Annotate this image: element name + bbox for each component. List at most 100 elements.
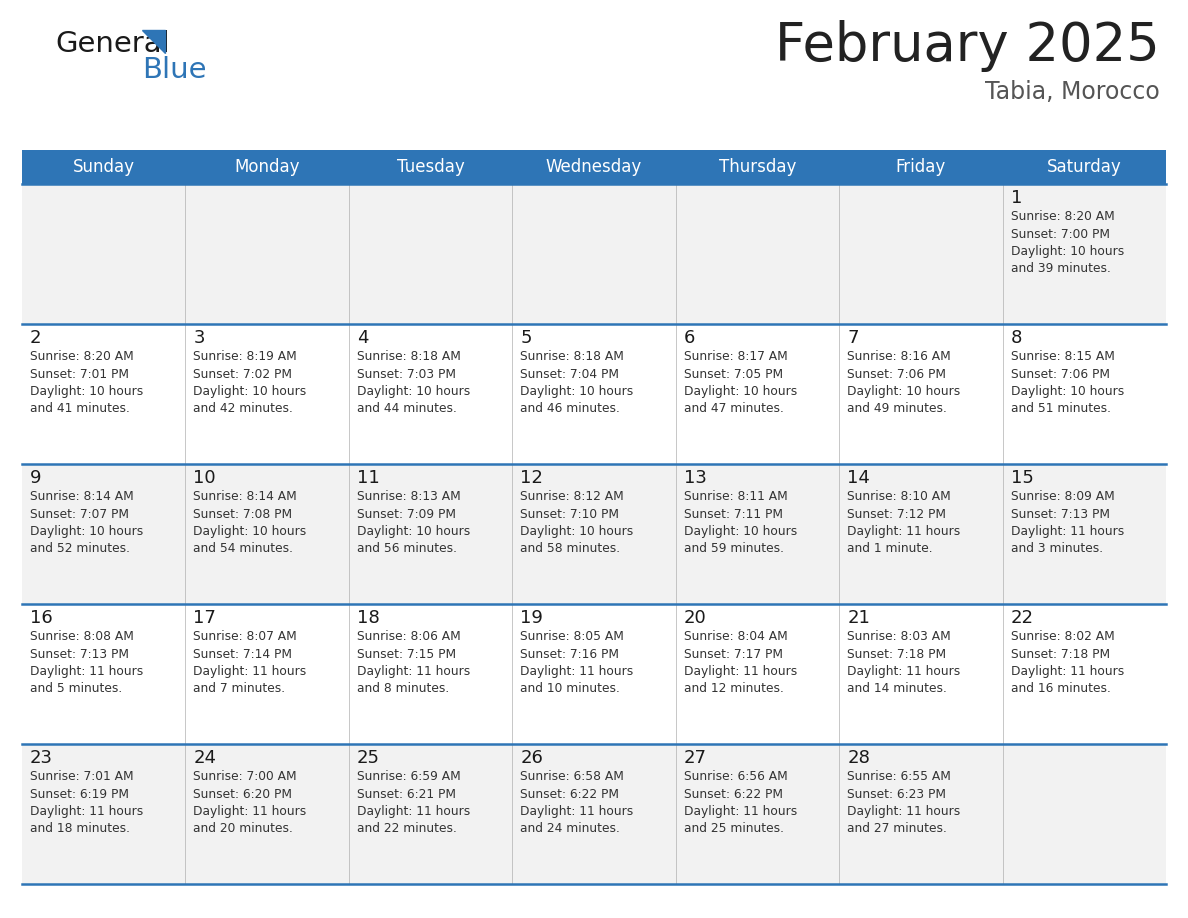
Text: February 2025: February 2025 bbox=[776, 20, 1159, 72]
Text: 15: 15 bbox=[1011, 469, 1034, 487]
Text: Sunrise: 8:04 AM: Sunrise: 8:04 AM bbox=[684, 630, 788, 643]
Text: and 42 minutes.: and 42 minutes. bbox=[194, 402, 293, 416]
Text: Daylight: 11 hours: Daylight: 11 hours bbox=[847, 525, 960, 538]
Text: and 5 minutes.: and 5 minutes. bbox=[30, 682, 122, 696]
Bar bbox=[23, 324, 1165, 464]
Text: and 18 minutes.: and 18 minutes. bbox=[30, 823, 129, 835]
Text: and 1 minute.: and 1 minute. bbox=[847, 543, 933, 555]
Text: Friday: Friday bbox=[896, 158, 946, 176]
Text: 3: 3 bbox=[194, 329, 204, 347]
Text: Daylight: 10 hours: Daylight: 10 hours bbox=[30, 385, 144, 398]
Text: Sunset: 6:22 PM: Sunset: 6:22 PM bbox=[684, 788, 783, 800]
Text: Daylight: 11 hours: Daylight: 11 hours bbox=[30, 805, 144, 818]
Text: Sunrise: 8:18 AM: Sunrise: 8:18 AM bbox=[356, 350, 461, 363]
Text: and 56 minutes.: and 56 minutes. bbox=[356, 543, 457, 555]
Text: Sunrise: 8:14 AM: Sunrise: 8:14 AM bbox=[194, 490, 297, 503]
Text: Daylight: 10 hours: Daylight: 10 hours bbox=[1011, 385, 1124, 398]
Text: 16: 16 bbox=[30, 609, 52, 627]
Text: Daylight: 11 hours: Daylight: 11 hours bbox=[194, 805, 307, 818]
Text: Sunset: 7:06 PM: Sunset: 7:06 PM bbox=[847, 367, 946, 380]
Bar bbox=[23, 150, 1165, 184]
Text: and 49 minutes.: and 49 minutes. bbox=[847, 402, 947, 416]
Text: 24: 24 bbox=[194, 749, 216, 767]
Text: Sunset: 7:18 PM: Sunset: 7:18 PM bbox=[847, 647, 947, 660]
Text: Sunset: 7:10 PM: Sunset: 7:10 PM bbox=[520, 508, 619, 521]
Text: 8: 8 bbox=[1011, 329, 1022, 347]
Text: Sunset: 7:03 PM: Sunset: 7:03 PM bbox=[356, 367, 456, 380]
Text: Daylight: 10 hours: Daylight: 10 hours bbox=[847, 385, 960, 398]
Text: Sunrise: 8:15 AM: Sunrise: 8:15 AM bbox=[1011, 350, 1114, 363]
Text: 4: 4 bbox=[356, 329, 368, 347]
Text: Sunrise: 7:01 AM: Sunrise: 7:01 AM bbox=[30, 770, 133, 783]
Text: Sunset: 6:19 PM: Sunset: 6:19 PM bbox=[30, 788, 129, 800]
Text: 20: 20 bbox=[684, 609, 707, 627]
Text: Daylight: 10 hours: Daylight: 10 hours bbox=[1011, 245, 1124, 258]
Text: 27: 27 bbox=[684, 749, 707, 767]
Text: Sunset: 6:22 PM: Sunset: 6:22 PM bbox=[520, 788, 619, 800]
Text: Sunrise: 8:10 AM: Sunrise: 8:10 AM bbox=[847, 490, 950, 503]
Text: 9: 9 bbox=[30, 469, 42, 487]
Text: 13: 13 bbox=[684, 469, 707, 487]
Text: Sunset: 6:20 PM: Sunset: 6:20 PM bbox=[194, 788, 292, 800]
Text: 18: 18 bbox=[356, 609, 380, 627]
Text: and 59 minutes.: and 59 minutes. bbox=[684, 543, 784, 555]
Text: Sunrise: 8:20 AM: Sunrise: 8:20 AM bbox=[30, 350, 134, 363]
Text: Sunrise: 8:17 AM: Sunrise: 8:17 AM bbox=[684, 350, 788, 363]
Text: Sunset: 7:11 PM: Sunset: 7:11 PM bbox=[684, 508, 783, 521]
Text: 12: 12 bbox=[520, 469, 543, 487]
Text: Sunrise: 8:05 AM: Sunrise: 8:05 AM bbox=[520, 630, 624, 643]
Text: and 47 minutes.: and 47 minutes. bbox=[684, 402, 784, 416]
Text: Sunrise: 8:02 AM: Sunrise: 8:02 AM bbox=[1011, 630, 1114, 643]
Bar bbox=[23, 464, 1165, 604]
Text: Sunrise: 8:08 AM: Sunrise: 8:08 AM bbox=[30, 630, 134, 643]
Text: Sunrise: 8:11 AM: Sunrise: 8:11 AM bbox=[684, 490, 788, 503]
Text: 23: 23 bbox=[30, 749, 53, 767]
Text: Daylight: 11 hours: Daylight: 11 hours bbox=[684, 805, 797, 818]
Text: Daylight: 10 hours: Daylight: 10 hours bbox=[30, 525, 144, 538]
Text: and 22 minutes.: and 22 minutes. bbox=[356, 823, 456, 835]
Text: 7: 7 bbox=[847, 329, 859, 347]
Text: Sunrise: 6:56 AM: Sunrise: 6:56 AM bbox=[684, 770, 788, 783]
Text: Sunrise: 6:58 AM: Sunrise: 6:58 AM bbox=[520, 770, 624, 783]
Text: Sunrise: 8:07 AM: Sunrise: 8:07 AM bbox=[194, 630, 297, 643]
Text: Daylight: 11 hours: Daylight: 11 hours bbox=[847, 805, 960, 818]
Text: Sunrise: 7:00 AM: Sunrise: 7:00 AM bbox=[194, 770, 297, 783]
Text: Sunset: 7:00 PM: Sunset: 7:00 PM bbox=[1011, 228, 1110, 241]
Text: Daylight: 10 hours: Daylight: 10 hours bbox=[684, 385, 797, 398]
Text: Daylight: 11 hours: Daylight: 11 hours bbox=[520, 805, 633, 818]
Text: 21: 21 bbox=[847, 609, 870, 627]
Text: Daylight: 11 hours: Daylight: 11 hours bbox=[194, 665, 307, 678]
Text: Sunset: 7:16 PM: Sunset: 7:16 PM bbox=[520, 647, 619, 660]
Text: and 7 minutes.: and 7 minutes. bbox=[194, 682, 285, 696]
Text: and 46 minutes.: and 46 minutes. bbox=[520, 402, 620, 416]
Text: Sunrise: 8:14 AM: Sunrise: 8:14 AM bbox=[30, 490, 134, 503]
Text: Sunrise: 6:55 AM: Sunrise: 6:55 AM bbox=[847, 770, 952, 783]
Text: 14: 14 bbox=[847, 469, 870, 487]
Text: Sunset: 7:02 PM: Sunset: 7:02 PM bbox=[194, 367, 292, 380]
Text: Daylight: 11 hours: Daylight: 11 hours bbox=[1011, 665, 1124, 678]
Text: 5: 5 bbox=[520, 329, 532, 347]
Text: and 27 minutes.: and 27 minutes. bbox=[847, 823, 947, 835]
Polygon shape bbox=[143, 30, 165, 53]
Text: Sunset: 7:09 PM: Sunset: 7:09 PM bbox=[356, 508, 456, 521]
Text: and 54 minutes.: and 54 minutes. bbox=[194, 543, 293, 555]
Text: and 58 minutes.: and 58 minutes. bbox=[520, 543, 620, 555]
Text: and 3 minutes.: and 3 minutes. bbox=[1011, 543, 1102, 555]
Text: Daylight: 10 hours: Daylight: 10 hours bbox=[356, 525, 470, 538]
Text: Daylight: 11 hours: Daylight: 11 hours bbox=[684, 665, 797, 678]
Text: Sunset: 7:04 PM: Sunset: 7:04 PM bbox=[520, 367, 619, 380]
Text: Sunset: 7:18 PM: Sunset: 7:18 PM bbox=[1011, 647, 1110, 660]
Text: Sunset: 7:13 PM: Sunset: 7:13 PM bbox=[1011, 508, 1110, 521]
Text: Daylight: 11 hours: Daylight: 11 hours bbox=[520, 665, 633, 678]
Text: General: General bbox=[55, 30, 170, 58]
Text: Sunset: 7:12 PM: Sunset: 7:12 PM bbox=[847, 508, 946, 521]
Text: Sunrise: 8:20 AM: Sunrise: 8:20 AM bbox=[1011, 210, 1114, 223]
Text: and 8 minutes.: and 8 minutes. bbox=[356, 682, 449, 696]
Text: Thursday: Thursday bbox=[719, 158, 796, 176]
Text: 22: 22 bbox=[1011, 609, 1034, 627]
Text: Daylight: 11 hours: Daylight: 11 hours bbox=[847, 665, 960, 678]
Text: Sunrise: 8:18 AM: Sunrise: 8:18 AM bbox=[520, 350, 624, 363]
Text: and 12 minutes.: and 12 minutes. bbox=[684, 682, 784, 696]
Text: Sunset: 6:23 PM: Sunset: 6:23 PM bbox=[847, 788, 946, 800]
Text: Daylight: 10 hours: Daylight: 10 hours bbox=[520, 385, 633, 398]
